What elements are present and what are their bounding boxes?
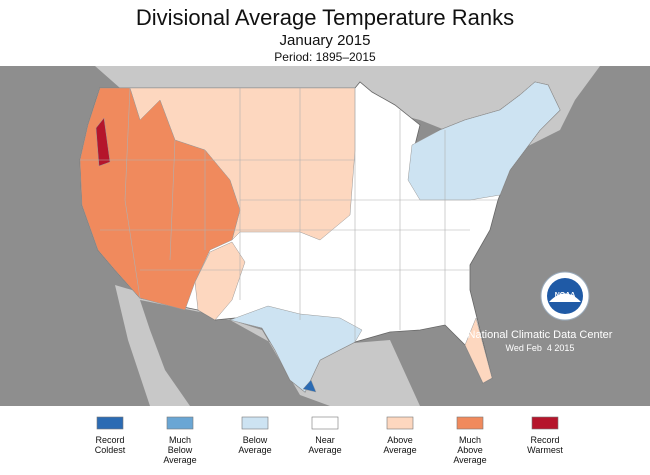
title: Divisional Average Temperature Ranks <box>136 5 514 30</box>
legend-label: Coldest <box>95 445 126 455</box>
logo-text: NOAA <box>555 292 576 299</box>
logo-wave <box>549 293 581 302</box>
legend-label: Average <box>163 455 196 465</box>
region-above-average <box>194 241 246 321</box>
legend-label: Below <box>243 435 268 445</box>
legend-label: Below <box>168 445 193 455</box>
mexico <box>115 285 420 406</box>
region-below-average <box>229 305 363 393</box>
legend-label: Above <box>387 435 413 445</box>
region-record-warmest <box>95 117 111 167</box>
legend-label: Average <box>238 445 271 455</box>
legend-swatch <box>386 416 414 430</box>
legend-label: Average <box>383 445 416 455</box>
legend-label: Record <box>95 435 124 445</box>
subtitle: January 2015 <box>280 32 371 49</box>
legend-label: Much <box>459 435 481 445</box>
legend-swatch <box>96 416 124 430</box>
period: Period: 1895–2015 <box>274 50 376 64</box>
legend-swatch <box>456 416 484 430</box>
legend-swatch <box>531 416 559 430</box>
credit-organization: National Climatic Data Center <box>468 329 613 341</box>
region-above-average <box>464 317 493 384</box>
region-record-coldest <box>302 379 317 393</box>
noaa-logo: NOAA <box>540 271 590 321</box>
legend-label: Near <box>315 435 335 445</box>
legend-label: Above <box>457 445 483 455</box>
credit-date: Wed Feb 4 2015 <box>506 343 575 353</box>
legend-swatch <box>311 416 339 430</box>
legend-label: Warmest <box>527 445 563 455</box>
legend-label: Average <box>308 445 341 455</box>
legend-swatch <box>241 416 269 430</box>
legend-label: Average <box>453 455 486 465</box>
legend-label: Record <box>530 435 559 445</box>
legend: RecordColdestMuchBelowAverageBelowAverag… <box>95 416 563 465</box>
map <box>0 66 650 406</box>
legend-swatch <box>166 416 194 430</box>
legend-label: Much <box>169 435 191 445</box>
division-lines <box>80 87 498 342</box>
